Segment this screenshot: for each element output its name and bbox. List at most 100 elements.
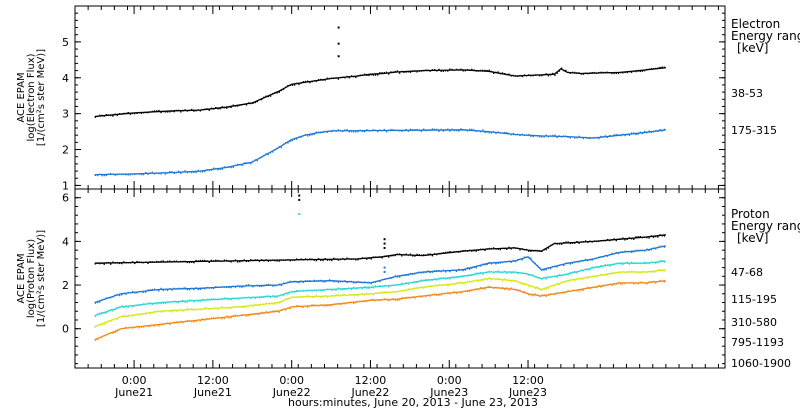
- data-point: [398, 290, 401, 292]
- data-point: [180, 260, 182, 263]
- data-point: [589, 137, 591, 140]
- data-point: [641, 270, 644, 273]
- data-point: [663, 128, 666, 131]
- data-point: [547, 75, 550, 77]
- data-point: [282, 282, 285, 284]
- data-point: [123, 112, 125, 115]
- data-point: [589, 72, 591, 74]
- data-point: [652, 280, 655, 283]
- data-point: [131, 327, 134, 329]
- data-point: [600, 71, 602, 74]
- data-point: [252, 296, 254, 299]
- data-point: [107, 261, 110, 264]
- data-point: [390, 128, 392, 131]
- data-point: [576, 261, 578, 263]
- data-point: [147, 262, 149, 264]
- data-point: [256, 100, 258, 103]
- data-point: [103, 115, 105, 117]
- data-point: [521, 133, 523, 136]
- data-point: [206, 298, 208, 301]
- data-point: [219, 260, 221, 262]
- data-point: [123, 327, 125, 330]
- data-point: [560, 292, 563, 294]
- data-point: [272, 310, 274, 312]
- data-point: [655, 130, 657, 132]
- data-point: [149, 289, 151, 291]
- data-point: [201, 308, 204, 310]
- data-point: [613, 238, 615, 240]
- data-point: [558, 135, 561, 137]
- data-point: [460, 269, 462, 271]
- data-point: [423, 69, 425, 72]
- data-point: [265, 153, 267, 155]
- data-point: [335, 130, 337, 132]
- data-point: [493, 262, 495, 264]
- data-point: [335, 289, 337, 291]
- data-point: [304, 305, 307, 307]
- data-point: [357, 130, 359, 133]
- data-point: [280, 259, 283, 261]
- data-point: [412, 296, 414, 298]
- data-point: [348, 130, 350, 133]
- data-point: [140, 326, 143, 328]
- data-point: [477, 288, 480, 291]
- data-point: [199, 288, 202, 291]
- data-point: [370, 129, 372, 132]
- data-point: [379, 129, 381, 131]
- data-point: [427, 270, 429, 272]
- data-point: [455, 251, 458, 253]
- data-point: [274, 296, 276, 298]
- data-point: [401, 255, 403, 257]
- data-point: [628, 134, 631, 136]
- data-point: [420, 286, 423, 289]
- data-point: [339, 303, 342, 306]
- data-point: [317, 258, 320, 260]
- data-point: [556, 136, 558, 139]
- data-point: [633, 132, 635, 134]
- data-point: [545, 295, 547, 297]
- data-point: [186, 320, 188, 322]
- data-point: [261, 285, 263, 288]
- data-point: [447, 269, 449, 272]
- data-point: [558, 243, 561, 245]
- data-point: [149, 111, 151, 113]
- data-point: [357, 75, 359, 77]
- data-point: [276, 260, 278, 262]
- data-point: [659, 260, 661, 262]
- data-point: [663, 261, 666, 263]
- data-point: [442, 292, 445, 295]
- data-point: [506, 272, 508, 274]
- data-point: [138, 327, 140, 329]
- data-point: [265, 259, 267, 261]
- data-point: [582, 289, 585, 291]
- data-point: [442, 283, 445, 286]
- data-point: [204, 319, 206, 321]
- data-point: [335, 303, 337, 305]
- data-point: [401, 130, 403, 132]
- data-point: [221, 168, 223, 170]
- data-point: [650, 131, 652, 133]
- data-point: [617, 238, 620, 240]
- data-point: [219, 168, 221, 170]
- data-point: [611, 284, 613, 286]
- data-point: [549, 74, 552, 76]
- series-line-795-1193: [94, 269, 666, 328]
- data-point: [659, 279, 661, 282]
- data-point: [118, 329, 121, 331]
- data-point: [156, 172, 158, 174]
- data-point: [293, 138, 296, 140]
- data-point: [414, 281, 416, 283]
- data-point: [541, 250, 543, 252]
- data-point: [201, 287, 204, 290]
- data-point: [543, 136, 545, 138]
- data-point: [293, 305, 296, 308]
- data-point: [322, 289, 324, 292]
- data-point: [528, 274, 530, 276]
- data-point: [184, 109, 186, 111]
- data-point: [462, 283, 464, 285]
- data-point: [339, 295, 342, 297]
- data-point: [501, 280, 504, 282]
- data-point: [361, 130, 364, 132]
- data-point: [289, 260, 291, 262]
- data-point: [317, 289, 320, 291]
